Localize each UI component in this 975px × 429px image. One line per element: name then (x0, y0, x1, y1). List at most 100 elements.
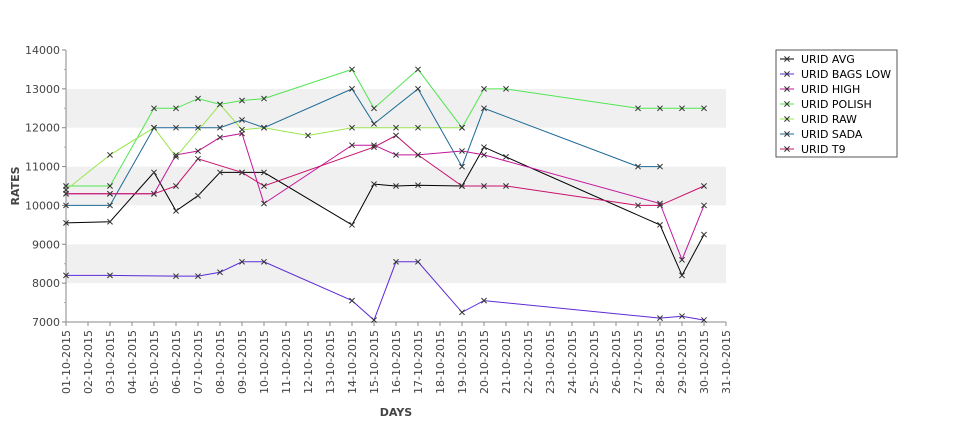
data-point-marker (371, 142, 377, 149)
data-point-marker (239, 116, 245, 123)
x-tick-label: 12-10-2015 (302, 330, 315, 394)
x-tick-label: 15-10-2015 (368, 330, 381, 394)
data-point-marker (195, 155, 201, 162)
data-point-marker (635, 202, 641, 209)
x-tick-label: 11-10-2015 (280, 330, 293, 394)
data-point-marker (481, 151, 487, 158)
legend-label: URID RAW (801, 113, 857, 126)
data-point-marker (261, 183, 267, 189)
data-point-marker (63, 202, 69, 209)
legend-label: URID T9 (801, 143, 846, 156)
series-line (65, 103, 462, 191)
legend-label: URID SADA (801, 128, 863, 141)
data-point-marker (415, 124, 421, 131)
data-point-marker (415, 151, 421, 158)
data-point-marker (459, 124, 465, 131)
x-axis-title: DAYS (380, 406, 413, 419)
data-point-marker (107, 183, 113, 189)
data-point-marker (107, 272, 113, 279)
x-tick-label: 31-10-2015 (720, 330, 733, 394)
data-point-marker (679, 313, 685, 320)
series-urid-bags-low (63, 258, 707, 324)
x-tick-label: 25-10-2015 (588, 330, 601, 394)
legend-item: URID T9 (780, 143, 846, 156)
data-point-marker (217, 269, 223, 276)
data-point-marker (701, 183, 707, 189)
series-group (63, 66, 707, 324)
data-point-marker (173, 183, 179, 189)
data-point-marker (107, 202, 113, 209)
data-point-marker (239, 97, 245, 104)
data-point-marker (195, 192, 201, 199)
x-tick-label: 13-10-2015 (324, 330, 337, 394)
data-point-marker (217, 124, 223, 131)
y-tick-label: 10000 (25, 199, 60, 212)
x-axis-ticks: 01-10-2015 02-10-2015 03-10-2015 04-10-2015… (60, 322, 733, 394)
data-point-marker (459, 148, 465, 154)
data-point-marker (701, 317, 707, 324)
data-point-marker (107, 151, 113, 158)
data-point-marker (195, 273, 201, 280)
data-point-marker (173, 153, 179, 160)
x-tick-label: 08-10-2015 (214, 330, 227, 394)
data-point-marker (701, 202, 707, 209)
legend-item: URID HIGH (780, 83, 860, 96)
data-point-marker (635, 163, 641, 170)
data-point-marker (173, 105, 179, 112)
data-point-marker (657, 315, 663, 322)
legend-item: URID RAW (780, 113, 857, 126)
data-point-marker (393, 124, 399, 131)
y-axis-title: RATES (9, 166, 22, 205)
data-point-marker (239, 126, 245, 133)
data-point-marker (657, 163, 663, 170)
data-point-marker (261, 95, 267, 102)
data-point-marker (459, 309, 465, 316)
data-point-marker (371, 120, 377, 127)
x-tick-label: 27-10-2015 (632, 330, 645, 394)
legend-swatch-marker (784, 131, 790, 137)
legend-item: URID SADA (780, 128, 863, 141)
series-line (66, 68, 704, 187)
data-point-marker (503, 85, 509, 92)
y-tick-label: 7000 (32, 316, 60, 329)
legend-swatch-marker (784, 146, 790, 152)
data-point-marker (349, 297, 355, 304)
x-tick-label: 24-10-2015 (566, 330, 579, 394)
data-point-marker (261, 124, 267, 131)
x-tick-label: 07-10-2015 (192, 330, 205, 394)
data-point-marker (107, 190, 113, 197)
legend: URID AVG URID BAGS LOW URID HIGH URID POLIS… (775, 49, 898, 158)
data-point-marker (151, 169, 157, 176)
legend-item: URID POLISH (780, 98, 872, 111)
legend-item: URID BAGS LOW (780, 68, 891, 81)
legend-item: URID AVG (780, 53, 855, 66)
x-tick-label: 16-10-2015 (390, 330, 403, 394)
data-point-marker (415, 66, 421, 73)
x-tick-label: 19-10-2015 (456, 330, 469, 394)
data-point-marker (173, 151, 179, 158)
legend-label: URID HIGH (801, 83, 860, 96)
x-tick-label: 18-10-2015 (434, 330, 447, 394)
legend-label: URID BAGS LOW (801, 68, 891, 81)
data-point-marker (415, 182, 421, 189)
x-tick-label: 26-10-2015 (610, 330, 623, 394)
data-point-marker (393, 151, 399, 158)
data-point-marker (195, 148, 201, 154)
x-tick-label: 03-10-2015 (104, 330, 117, 394)
data-point-marker (239, 258, 245, 265)
data-point-marker (371, 317, 377, 324)
x-tick-label: 01-10-2015 (60, 330, 73, 394)
data-point-marker (349, 142, 355, 149)
series-line (66, 134, 705, 206)
data-point-marker (503, 153, 509, 160)
data-point-marker (371, 144, 377, 151)
data-point-marker (481, 297, 487, 304)
series-urid-sada (63, 85, 663, 209)
data-point-marker (657, 202, 663, 209)
data-point-marker (657, 221, 663, 228)
data-point-marker (679, 256, 685, 263)
y-tick-label: 12000 (25, 122, 60, 135)
data-point-marker (217, 101, 223, 108)
x-tick-label: 02-10-2015 (82, 330, 95, 394)
